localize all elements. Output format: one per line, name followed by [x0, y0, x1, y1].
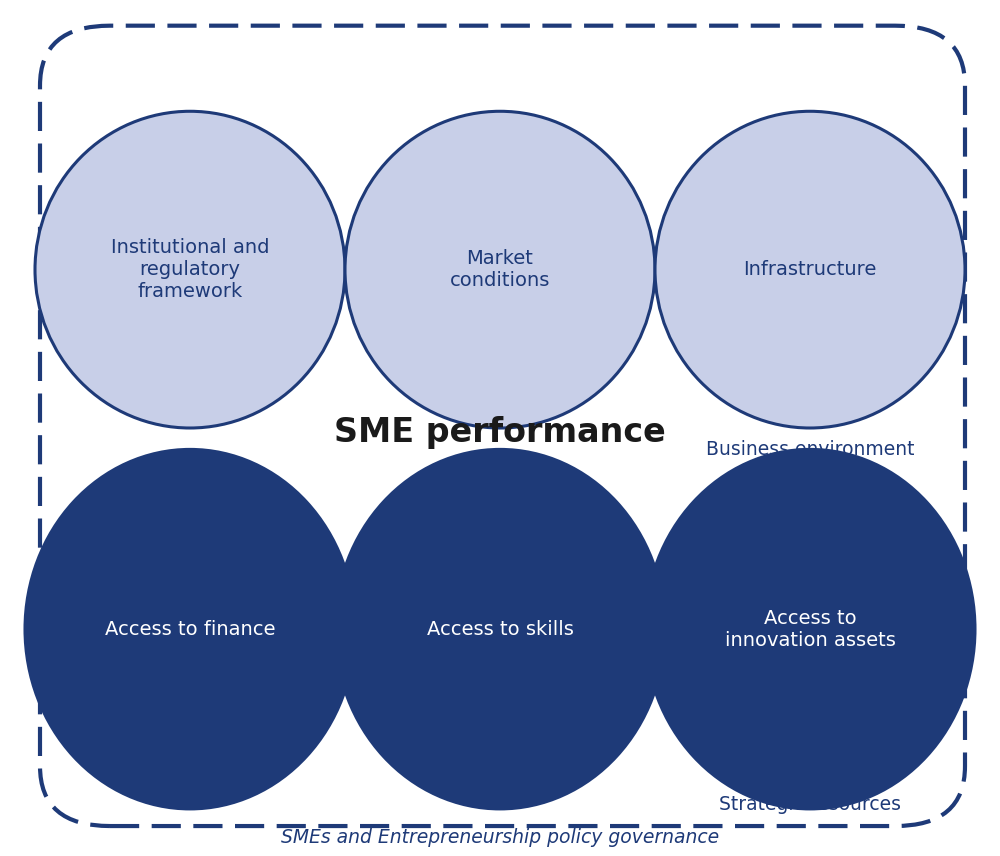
Ellipse shape — [645, 449, 975, 809]
Ellipse shape — [25, 449, 355, 809]
Text: Strategic resources: Strategic resources — [719, 795, 901, 814]
Text: Market
conditions: Market conditions — [450, 249, 550, 290]
Text: Infrastructure: Infrastructure — [743, 260, 877, 279]
Ellipse shape — [655, 111, 965, 428]
Text: SME performance: SME performance — [334, 416, 666, 449]
Ellipse shape — [345, 111, 655, 428]
Text: Institutional and
regulatory
framework: Institutional and regulatory framework — [111, 238, 269, 301]
Text: Access to finance: Access to finance — [105, 620, 275, 639]
Text: SMEs and Entrepreneurship policy governance: SMEs and Entrepreneurship policy governa… — [281, 828, 719, 847]
Text: Access to
innovation assets: Access to innovation assets — [725, 609, 895, 650]
Ellipse shape — [35, 111, 345, 428]
Text: Business environment: Business environment — [706, 440, 914, 459]
Ellipse shape — [335, 449, 665, 809]
Text: Access to skills: Access to skills — [427, 620, 573, 639]
